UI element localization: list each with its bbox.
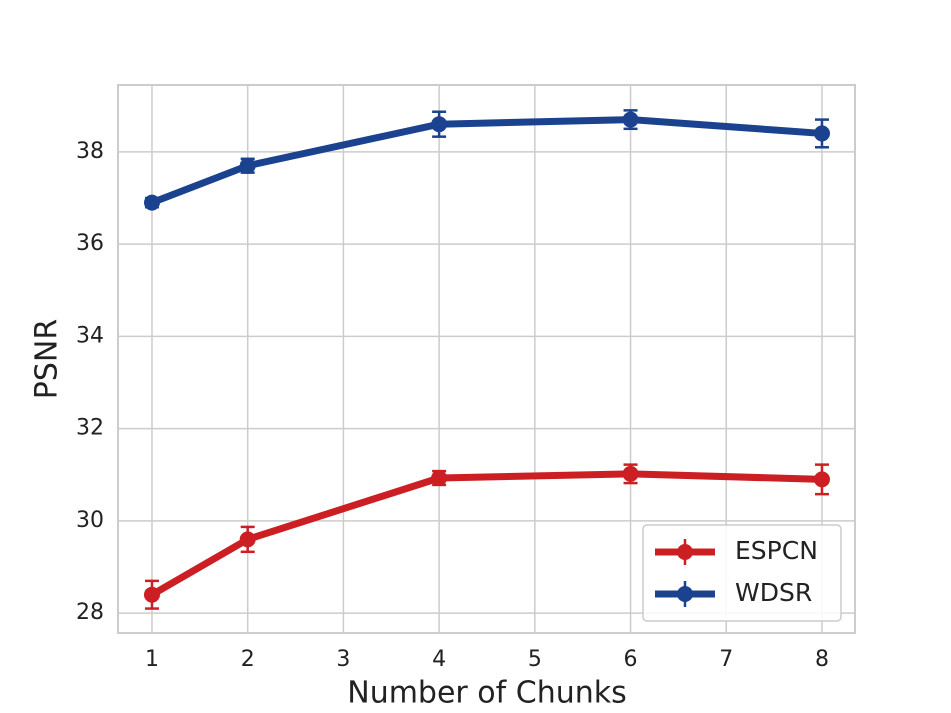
marker: [431, 116, 448, 133]
y-tick-label: 32: [76, 416, 104, 441]
legend-label: ESPCN: [735, 536, 818, 565]
x-tick-label: 2: [241, 647, 255, 672]
marker: [239, 531, 256, 548]
x-tick-label: 5: [528, 647, 542, 672]
x-tick-label: 7: [719, 647, 733, 672]
x-tick-label: 1: [145, 647, 159, 672]
x-axis-label: Number of Chunks: [347, 676, 627, 711]
x-tick-label: 8: [815, 647, 829, 672]
x-tick-label: 6: [624, 647, 638, 672]
marker: [143, 194, 160, 211]
legend-marker: [677, 544, 693, 560]
marker: [813, 471, 830, 488]
plot-frame: [117, 84, 856, 634]
y-tick-label: 28: [76, 600, 104, 625]
y-axis-label: PSNR: [30, 319, 65, 399]
legend-marker: [677, 586, 693, 602]
legend-label: WDSR: [735, 578, 812, 607]
marker: [622, 465, 639, 482]
y-tick-label: 30: [76, 508, 104, 533]
y-tick-label: 36: [76, 231, 104, 256]
y-tick-label: 34: [76, 323, 104, 348]
marker: [622, 111, 639, 128]
marker: [431, 470, 448, 487]
x-tick-label: 4: [432, 647, 446, 672]
y-tick-label: 38: [76, 139, 104, 164]
marker: [239, 157, 256, 174]
marker: [813, 125, 830, 142]
marker: [143, 586, 160, 603]
x-tick-label: 3: [336, 647, 350, 672]
